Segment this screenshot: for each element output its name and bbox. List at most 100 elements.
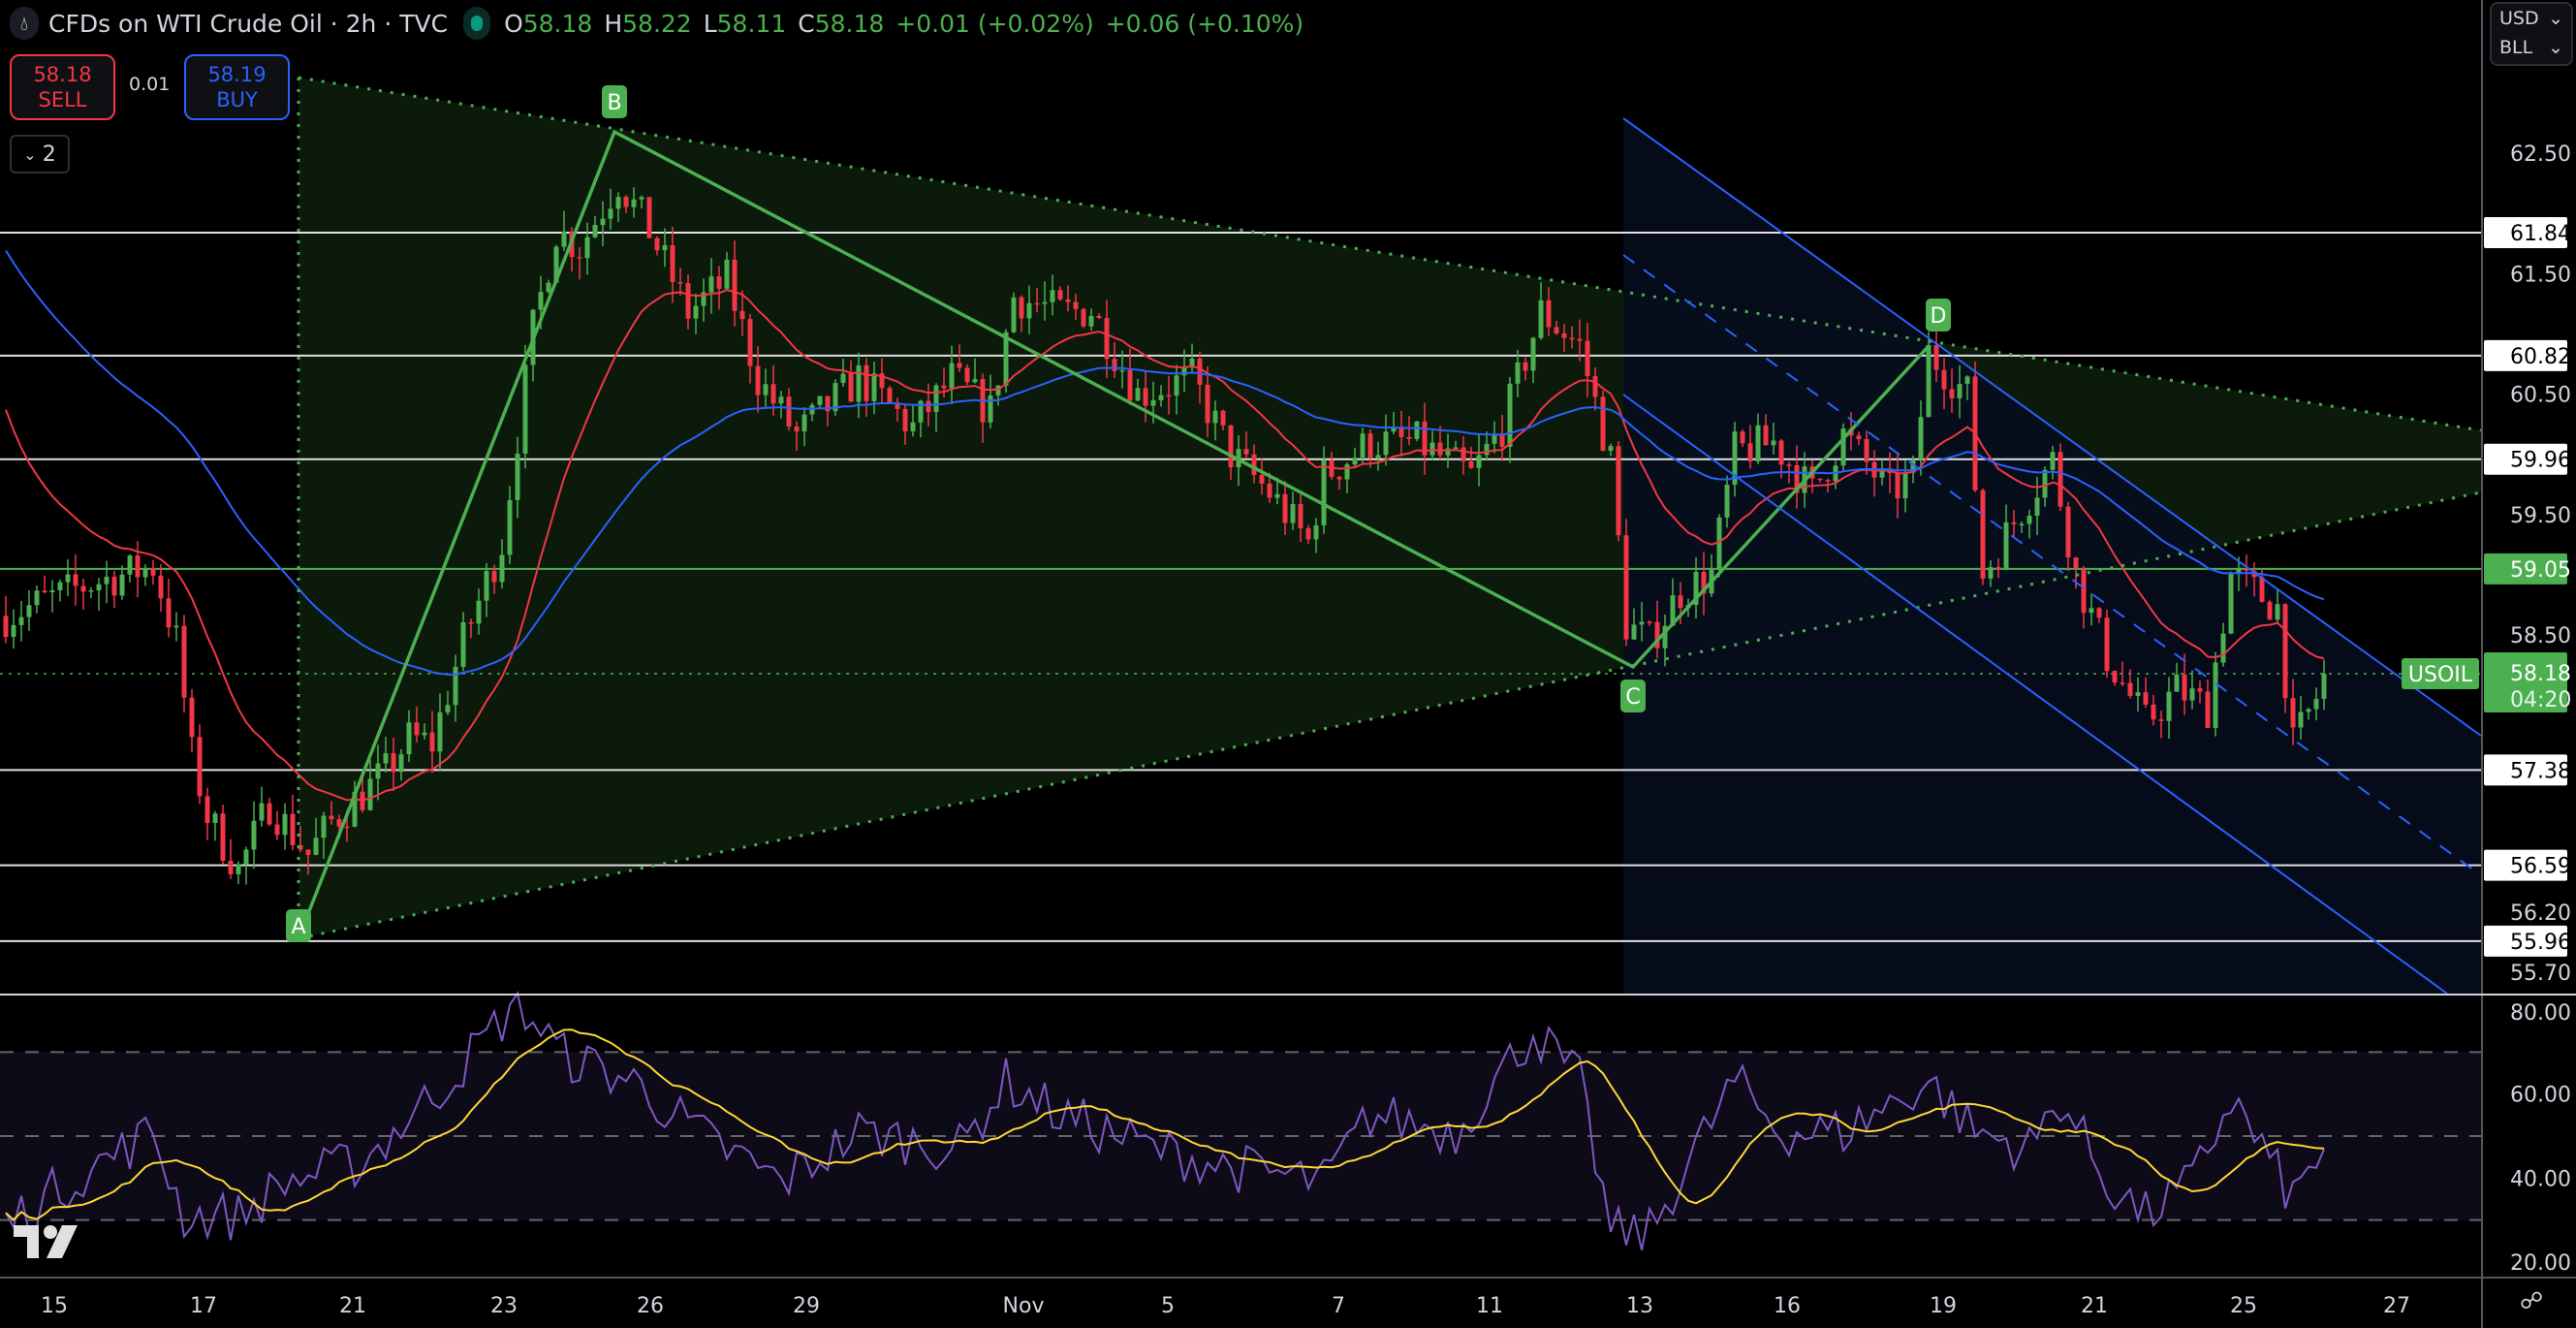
candle — [398, 754, 404, 773]
time-tick-label: 25 — [2230, 1294, 2257, 1318]
candle — [212, 813, 218, 824]
candle — [267, 803, 272, 825]
channel-upper-line — [1622, 117, 2482, 737]
candle — [88, 590, 94, 592]
candle — [786, 396, 792, 427]
symbol-title[interactable]: CFDs on WTI Crude Oil · 2h · TVC — [48, 9, 449, 38]
candle — [476, 600, 482, 624]
candle — [1034, 302, 1040, 305]
candle — [173, 625, 179, 628]
pattern-label-text: B — [607, 91, 621, 115]
price-level-tag — [2484, 925, 2567, 957]
indicators-toggle-button[interactable]: ⌄ 2 — [10, 135, 70, 174]
candle — [1112, 359, 1117, 371]
candle — [352, 791, 358, 827]
price-tick-label: 55.70 — [2510, 962, 2571, 986]
candle — [1003, 332, 1009, 386]
pattern-label-text: C — [1625, 685, 1640, 710]
candle — [1879, 468, 1885, 478]
currency-select[interactable]: USD ⌄ — [2492, 4, 2571, 33]
candle — [887, 388, 893, 403]
candle — [522, 364, 528, 454]
candle — [2096, 608, 2102, 618]
last-price-tag — [2484, 651, 2567, 712]
buy-price: 58.19 — [207, 63, 267, 86]
candle — [1375, 455, 1381, 458]
chevron-down-icon: ⌄ — [2548, 8, 2563, 29]
candle — [484, 571, 489, 601]
buy-button[interactable]: 58.19 BUY — [184, 54, 290, 120]
candle — [274, 824, 280, 836]
market-status-icon[interactable] — [463, 7, 491, 40]
candle — [2298, 711, 2304, 728]
candle — [1367, 433, 1373, 458]
candle — [228, 860, 234, 874]
candle — [2174, 674, 2180, 692]
change-value: +0.01 (+0.02%) — [895, 9, 1094, 38]
candle — [3, 616, 9, 638]
candle — [716, 276, 722, 289]
candle — [375, 763, 381, 779]
candle — [2135, 692, 2141, 696]
candle — [724, 259, 730, 289]
candle — [1360, 433, 1366, 458]
candle — [1166, 395, 1172, 397]
price-level-tag-text: 59.05 — [2510, 558, 2571, 583]
candle — [2236, 568, 2242, 574]
oil-drop-icon: 💧︎ — [10, 7, 39, 40]
candle — [437, 711, 443, 752]
candle — [1662, 625, 1668, 648]
candle — [902, 408, 908, 431]
unit-value: BLL — [2499, 37, 2533, 58]
candle — [1445, 448, 1451, 456]
price-level-tag-text: 57.38 — [2510, 759, 2571, 783]
indicators-count: 2 — [42, 142, 56, 167]
settings-gear-icon[interactable]: ☍ — [2519, 1287, 2544, 1314]
candle — [693, 305, 699, 319]
units-selector[interactable]: USD ⌄ BLL ⌄ — [2490, 2, 2573, 66]
candle — [1468, 460, 1474, 468]
candle — [57, 582, 63, 591]
chart-header: 💧︎ CFDs on WTI Crude Oil · 2h · TVC O 58.… — [10, 4, 1315, 43]
candle — [1995, 567, 2001, 569]
candle — [1336, 476, 1342, 480]
candle — [282, 813, 288, 836]
candle — [949, 363, 955, 389]
candle — [2112, 671, 2118, 683]
candle — [135, 555, 141, 578]
open-value: 58.18 — [522, 9, 593, 38]
abcd-pattern-line — [297, 129, 1931, 939]
pattern-label-c — [1620, 680, 1646, 712]
price-tick-label: 56.20 — [2510, 901, 2571, 926]
candle — [73, 574, 79, 586]
candle — [1523, 362, 1528, 371]
sell-button[interactable]: 58.18 SELL — [10, 54, 115, 120]
candle — [1019, 297, 1024, 319]
candle — [895, 402, 900, 409]
candle — [1422, 421, 1428, 456]
candle — [685, 283, 691, 319]
candle — [119, 574, 125, 596]
candle — [104, 576, 110, 585]
candle — [1073, 301, 1079, 309]
candle — [42, 590, 47, 593]
symbol-tag — [2402, 657, 2479, 689]
time-tick-label: 7 — [1332, 1294, 1345, 1318]
candle — [1437, 442, 1443, 456]
candle — [1530, 337, 1536, 371]
candle — [623, 197, 629, 207]
candle — [871, 373, 877, 401]
pattern-label-text: A — [291, 915, 305, 939]
candle — [2290, 698, 2296, 728]
candle — [918, 400, 924, 423]
candle — [1716, 517, 1722, 570]
candle — [406, 722, 412, 755]
candle — [1724, 484, 1730, 518]
candle — [1608, 446, 1614, 451]
candle — [142, 567, 148, 578]
low-label: L — [703, 9, 717, 38]
unit-select[interactable]: BLL ⌄ — [2492, 33, 2571, 62]
candle — [367, 778, 373, 810]
candle — [646, 197, 652, 238]
